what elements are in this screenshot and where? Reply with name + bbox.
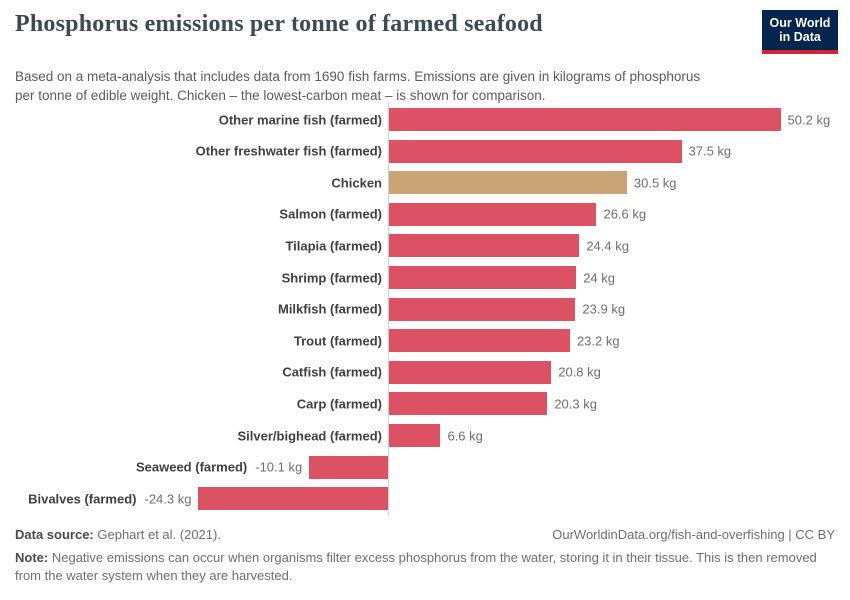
value-label: 37.5 kg — [688, 143, 732, 159]
category-label: Catfish (farmed) — [282, 364, 382, 380]
category-label-group-chicken: Chicken — [331, 175, 382, 190]
category-label-group-salmon-farmed: Salmon (farmed) — [279, 207, 382, 222]
bar-seaweed-farmed[interactable] — [309, 455, 388, 479]
chart-subtitle: Based on a meta-analysis that includes d… — [15, 68, 701, 103]
zero-axis-line — [388, 102, 389, 516]
value-label: 24 kg — [583, 270, 615, 285]
bar-carp-farmed[interactable] — [389, 392, 548, 416]
bar-milkfish-farmed[interactable] — [389, 297, 576, 321]
category-label-group-carp-farmed: Carp (farmed) — [297, 396, 382, 411]
value-label: 30.5 kg — [633, 175, 677, 191]
category-label: Bivalves (farmed) — [28, 491, 137, 507]
owid-url-link[interactable]: OurWorldinData.org/fish-and-overfishing … — [552, 527, 835, 542]
category-label: Milkfish (farmed) — [277, 301, 382, 317]
value-label: 24.4 kg — [586, 238, 629, 254]
value-label: 23.2 kg — [576, 333, 620, 349]
category-label: Salmon (farmed) — [279, 206, 382, 222]
category-label-group-seaweed-farmed: Seaweed (farmed) -10.1 kg — [136, 460, 302, 475]
owid-logo[interactable]: Our World in Data — [762, 10, 838, 54]
bar-shrimp-farmed[interactable] — [389, 266, 577, 289]
category-label: Shrimp (farmed) — [281, 270, 382, 285]
data-source: Data source: Gephart et al. (2021). — [15, 527, 221, 542]
category-label-group-bivalves-farmed: Bivalves (farmed) -24.3 kg — [28, 491, 191, 506]
value-label: 20.3 kg — [554, 396, 597, 412]
data-source-label: Data source: — [15, 527, 94, 542]
category-label-group-trout-farmed: Trout (farmed) — [294, 333, 382, 348]
category-label-group-tilapia-farmed: Tilapia (farmed) — [285, 238, 382, 253]
chart-footer: Data source: Gephart et al. (2021). OurW… — [15, 527, 835, 584]
value-label: -10.1 kg — [255, 459, 303, 475]
chart-note-text: Negative emissions can occur when organi… — [15, 550, 817, 583]
category-label-group-catfish-farmed: Catfish (farmed) — [282, 365, 382, 380]
category-label: Seaweed (farmed) — [135, 459, 248, 475]
value-label: -24.3 kg — [144, 491, 192, 507]
category-label-group-other-freshwater-fish-farmed: Other freshwater fish (farmed) — [196, 144, 382, 159]
bar-other-freshwater-fish-farmed[interactable] — [389, 139, 682, 163]
category-label-group-milkfish-farmed: Milkfish (farmed) — [278, 302, 382, 317]
category-label: Chicken — [331, 175, 382, 191]
bar-bivalves-farmed[interactable] — [198, 487, 388, 511]
bar-chicken[interactable] — [389, 171, 627, 195]
category-label-group-silver-bighead-farmed: Silver/bighead (farmed) — [238, 428, 382, 443]
value-label: 6.6 kg — [447, 428, 483, 443]
bar-catfish-farmed[interactable] — [389, 360, 552, 384]
category-label: Silver/bighead (farmed) — [237, 428, 382, 443]
bar-other-marine-fish-farmed[interactable] — [389, 108, 781, 131]
category-label: Other marine fish (farmed) — [218, 112, 382, 127]
bar-salmon-farmed[interactable] — [389, 202, 597, 226]
value-label: 20.8 kg — [558, 364, 601, 380]
value-label: 50.2 kg — [787, 112, 831, 127]
bar-tilapia-farmed[interactable] — [389, 234, 580, 258]
category-label-group-other-marine-fish-farmed: Other marine fish (farmed) — [219, 112, 382, 127]
chart-note-label: Note: — [15, 550, 49, 565]
value-label: 23.9 kg — [582, 301, 626, 317]
bar-silver-bighead-farmed[interactable] — [389, 424, 441, 447]
category-label: Carp (farmed) — [296, 396, 382, 412]
category-label-group-shrimp-farmed: Shrimp (farmed) — [282, 270, 382, 285]
category-label: Trout (farmed) — [293, 333, 382, 349]
category-label: Other freshwater fish (farmed) — [195, 143, 382, 159]
data-source-value: Gephart et al. (2021). — [97, 527, 221, 542]
owid-logo-line1: Our World — [769, 16, 831, 30]
value-label: 26.6 kg — [603, 206, 647, 222]
category-label: Tilapia (farmed) — [285, 238, 382, 254]
chart-note: Note: Negative emissions can occur when … — [15, 549, 835, 584]
owid-logo-line2: in Data — [779, 30, 821, 45]
chart-title: Phosphorus emissions per tonne of farmed… — [15, 11, 543, 37]
bar-trout-farmed[interactable] — [389, 329, 570, 353]
